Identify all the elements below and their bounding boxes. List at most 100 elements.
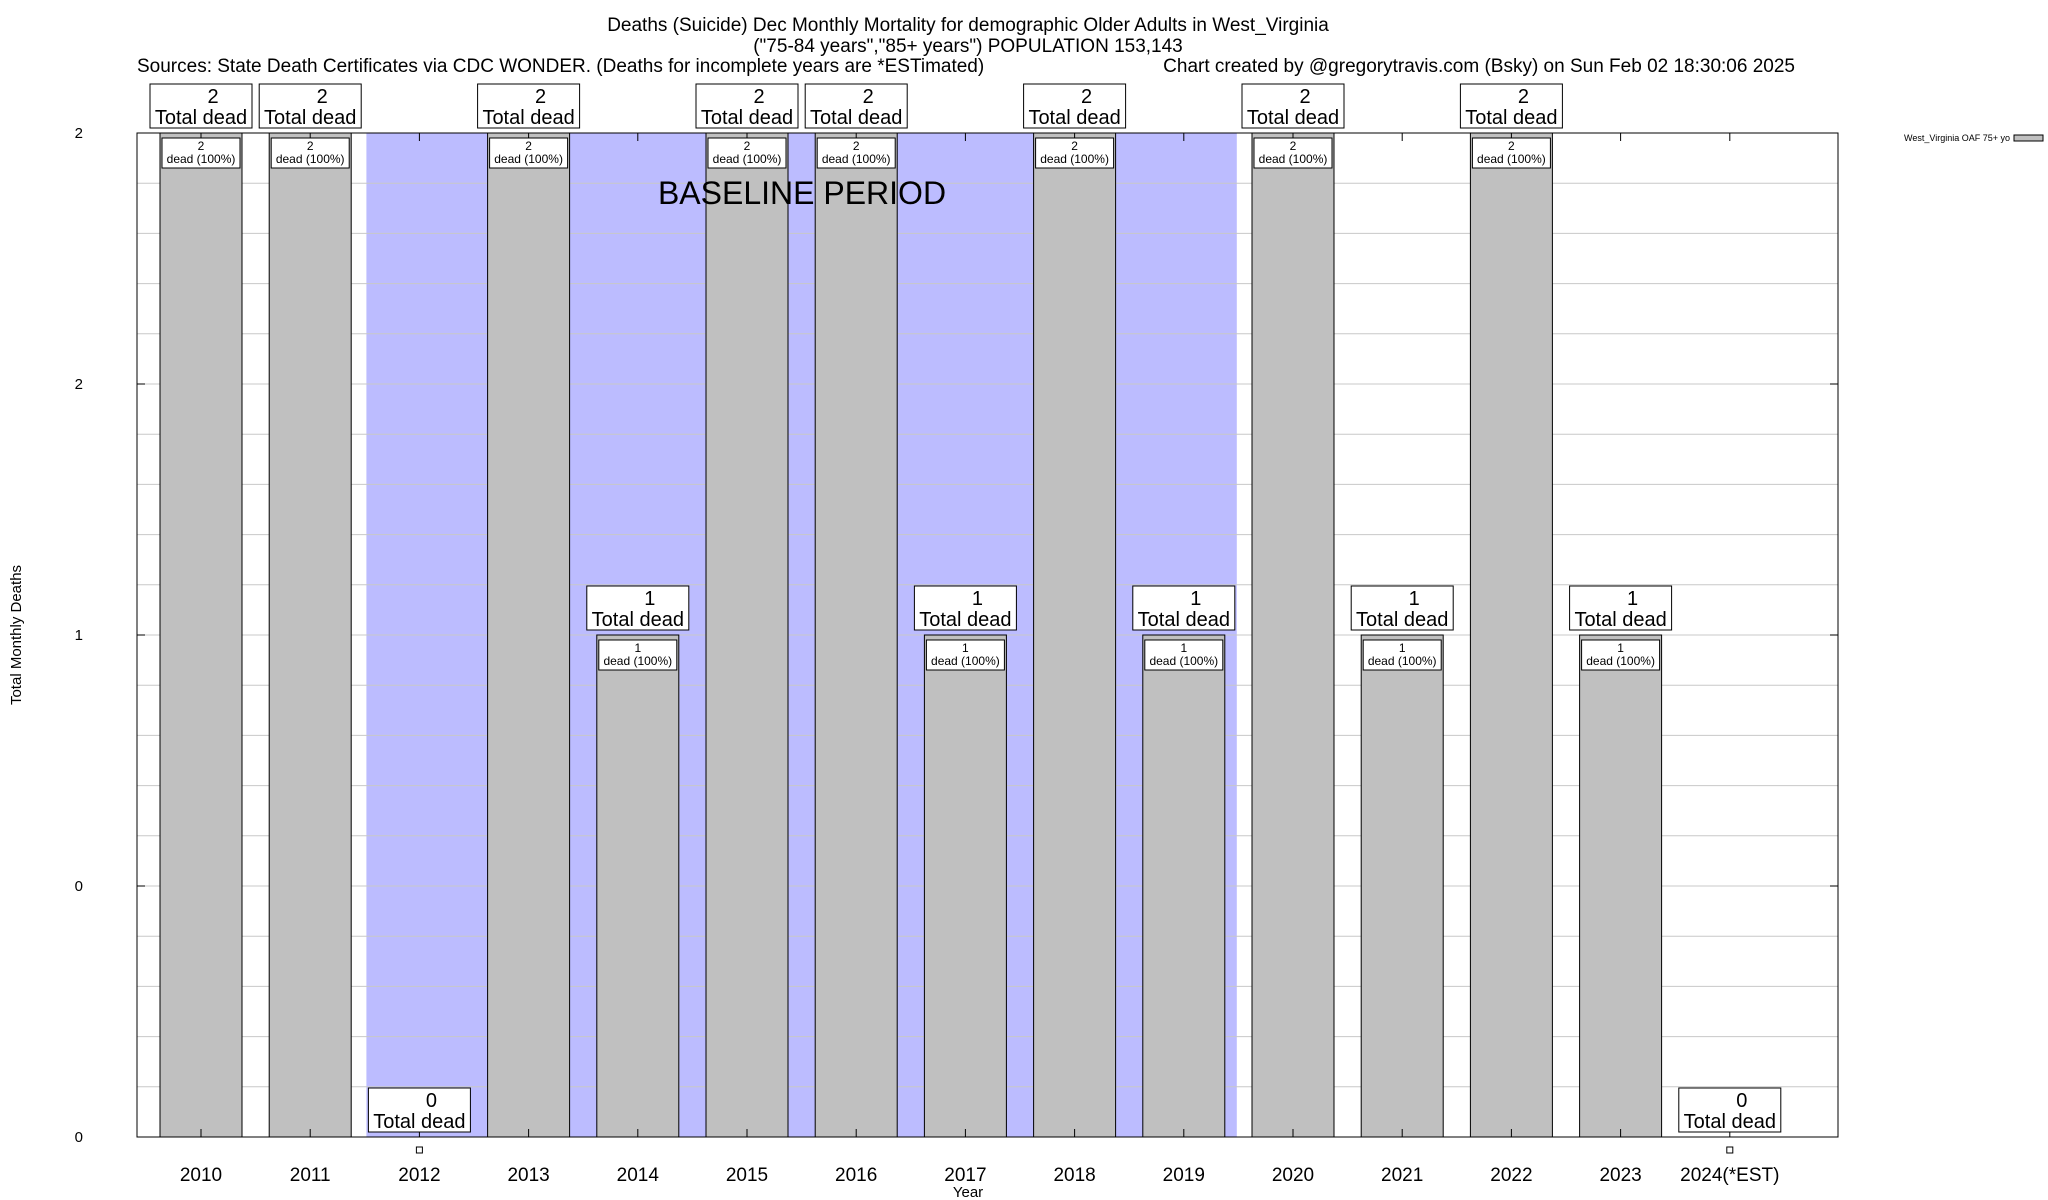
- total-label-text: Total dead: [1465, 107, 1557, 129]
- x-tick-label: 2015: [726, 1165, 768, 1186]
- total-label-count: 2: [207, 86, 218, 108]
- total-label-box: [1459, 83, 1563, 129]
- total-label-box: [695, 83, 799, 129]
- x-tick-label: 2018: [1053, 1165, 1095, 1186]
- x-tick-label: 2014: [617, 1165, 660, 1186]
- inner-label-count: 2: [1071, 139, 1078, 153]
- bar: [1360, 634, 1444, 1138]
- inner-label-count: 1: [1180, 641, 1187, 655]
- inner-label-text: dead (100%): [1368, 654, 1437, 668]
- inner-label-count: 2: [198, 139, 205, 153]
- total-label-count: 1: [972, 588, 983, 610]
- x-tick-label: 2024(*EST): [1680, 1165, 1779, 1186]
- inner-label-box: [1581, 639, 1661, 671]
- total-label-text: Total dead: [482, 107, 574, 129]
- bar: [487, 132, 571, 1138]
- baseline-period-label: BASELINE PERIOD: [658, 175, 946, 211]
- total-label-text: Total dead: [1356, 609, 1448, 631]
- bar: [1033, 132, 1117, 1138]
- inner-label-text: dead (100%): [1040, 152, 1109, 166]
- x-tick-label: 2017: [944, 1165, 986, 1186]
- bars: [159, 132, 1734, 1154]
- total-label-count: 0: [426, 1090, 437, 1112]
- x-tick-label: 2023: [1599, 1165, 1641, 1186]
- inner-label-count: 2: [307, 139, 314, 153]
- inner-label-box: [707, 137, 787, 169]
- total-label-count: 1: [1409, 588, 1420, 610]
- inner-label-box: [598, 639, 678, 671]
- bar: [1251, 132, 1335, 1138]
- inner-label-text: dead (100%): [1477, 152, 1546, 166]
- total-label-text: Total dead: [592, 609, 684, 631]
- x-tick-label: 2012: [398, 1165, 440, 1186]
- inner-label-count: 1: [1399, 641, 1406, 655]
- x-axis-ticks: 2010 2011 2012 2013 2014 2015 2016 2017 2018 2019…: [180, 133, 1779, 1186]
- x-tick-label: 2010: [180, 1165, 222, 1186]
- x-tick-label: 2016: [835, 1165, 877, 1186]
- total-label-box: [1350, 585, 1454, 631]
- inner-label-count: 2: [853, 139, 860, 153]
- y-tick-label: 2: [75, 125, 83, 142]
- chart-title-line-1: Deaths (Suicide) Dec Monthly Mortality f…: [607, 15, 1329, 36]
- x-tick-label: 2013: [507, 1165, 549, 1186]
- inner-label-box: [270, 137, 350, 169]
- y-tick-label: 0: [75, 1129, 83, 1146]
- total-label-text: Total dead: [919, 609, 1011, 631]
- legend: West_Virginia OAF 75+ yo: [1904, 133, 2044, 143]
- inner-label-text: dead (100%): [276, 152, 345, 166]
- bar-zero-marker: [415, 1146, 423, 1154]
- inner-label-count: 1: [1617, 641, 1624, 655]
- inner-label-text: dead (100%): [1259, 152, 1328, 166]
- x-tick-label: 2021: [1381, 1165, 1423, 1186]
- y-axis-label: Total Monthly Deaths: [8, 565, 25, 705]
- total-label-box: [913, 585, 1017, 631]
- inner-label-text: dead (100%): [603, 654, 672, 668]
- inner-label-text: dead (100%): [713, 152, 782, 166]
- bar: [814, 132, 898, 1138]
- total-label-count: 0: [1736, 1090, 1747, 1112]
- total-label-text: Total dead: [701, 107, 793, 129]
- total-label-box: [258, 83, 362, 129]
- x-tick-label: 2020: [1272, 1165, 1314, 1186]
- total-label-text: Total dead: [1028, 107, 1120, 129]
- x-axis-label: Year: [953, 1184, 983, 1200]
- inner-label-text: dead (100%): [494, 152, 563, 166]
- total-label-text: Total dead: [810, 107, 902, 129]
- inner-label-count: 2: [1508, 139, 1515, 153]
- inner-label-count: 2: [744, 139, 751, 153]
- total-label-count: 2: [863, 86, 874, 108]
- inner-label-box: [161, 137, 241, 169]
- total-label-box: [1569, 585, 1673, 631]
- inner-label-box: [1144, 639, 1224, 671]
- inner-label-box: [816, 137, 896, 169]
- bar: [1142, 634, 1226, 1138]
- chart-source-left: Sources: State Death Certificates via CD…: [137, 56, 984, 77]
- inner-label-text: dead (100%): [1149, 654, 1218, 668]
- total-label-box: [1023, 83, 1127, 129]
- y-tick-label: 1: [75, 627, 83, 644]
- y-tick-label: 2: [75, 376, 83, 393]
- total-label-count: 2: [753, 86, 764, 108]
- x-tick-label: 2019: [1163, 1165, 1205, 1186]
- bar: [705, 132, 789, 1138]
- bar: [159, 132, 243, 1138]
- inner-label-text: dead (100%): [931, 654, 1000, 668]
- chart-title-line-2: ("75-84 years","85+ years") POPULATION 1…: [753, 36, 1183, 57]
- total-label-text: Total dead: [1574, 609, 1666, 631]
